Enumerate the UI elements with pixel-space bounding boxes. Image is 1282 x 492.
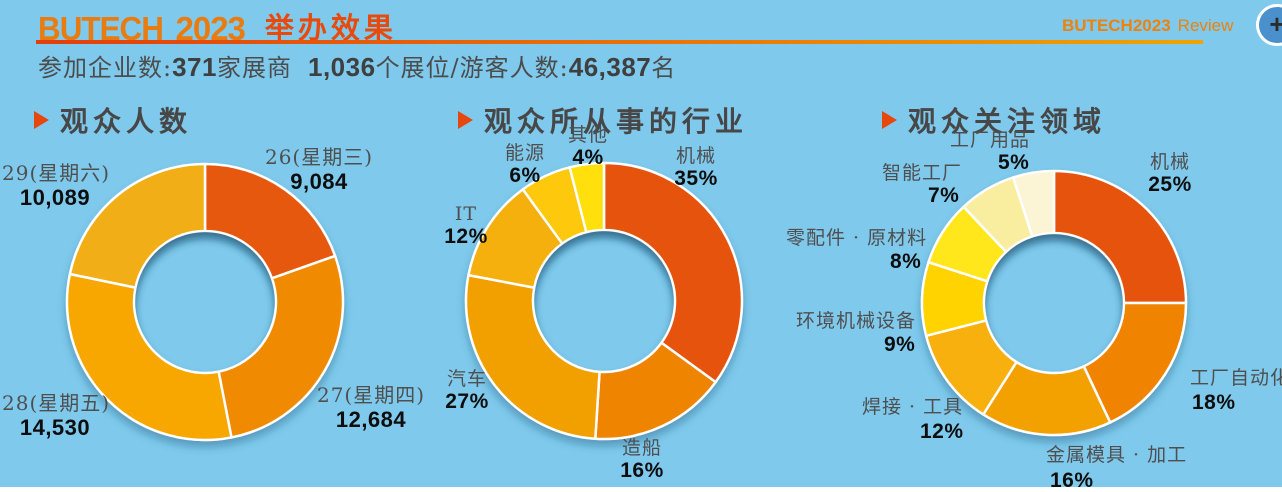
slice-label: 造船 bbox=[621, 437, 662, 459]
review-year: 2023 bbox=[1132, 16, 1171, 35]
label-block-wed26: 26(星期三) 9,084 bbox=[254, 146, 384, 195]
slice-label: 机械 bbox=[675, 145, 716, 167]
slice-label-smart-factory: 智能工厂 bbox=[882, 162, 963, 184]
section-title-text: 观众人数 bbox=[60, 105, 193, 138]
header-rule bbox=[36, 40, 1203, 44]
slice-percent: 4% bbox=[572, 146, 604, 170]
slice-percent-factory-supplies: 5% bbox=[998, 151, 1030, 174]
label-block-machinery: 机械 35% bbox=[652, 145, 740, 191]
slice-percent-factory-automation: 18% bbox=[1192, 391, 1236, 414]
slice-percent-metal-mold: 16% bbox=[1050, 469, 1094, 492]
review-label: Review bbox=[1177, 16, 1234, 35]
slice-percent-welding-tools: 12% bbox=[920, 420, 964, 443]
section-title-text: 观众所从事的行业 bbox=[484, 105, 749, 138]
triangle-marker-icon bbox=[34, 111, 49, 129]
slice-percent-smart-factory: 7% bbox=[928, 184, 960, 207]
label-block-other: 其他 4% bbox=[554, 124, 622, 170]
slice-label-factory-supplies: 工厂用品 bbox=[950, 129, 1031, 151]
slice-label: 26(星期三) bbox=[264, 145, 374, 169]
stats-visitor-unit: 名 bbox=[651, 54, 677, 82]
stats-label-exhibitors: 参加企业数: bbox=[38, 54, 173, 82]
slice-label: IT bbox=[454, 203, 478, 225]
section-title-visitor-industries: 观众所从事的行业 bbox=[458, 100, 748, 140]
label-block-thu27: 27(星期四) 12,684 bbox=[316, 384, 426, 433]
label-block-i-machinery: 机械 25% bbox=[1126, 151, 1214, 197]
slice-label-env-machinery: 环境机械设备 bbox=[796, 310, 917, 332]
slice-label-factory-automation: 工厂自动化 bbox=[1190, 367, 1282, 389]
triangle-marker-icon bbox=[458, 111, 473, 129]
donut-chart-visitor-industries bbox=[464, 161, 744, 441]
slice-label: 29(星期六) bbox=[2, 161, 111, 185]
slice-percent: 16% bbox=[620, 459, 664, 483]
slice-percent: 35% bbox=[674, 167, 718, 191]
label-block-fri28: 28(星期五) 14,530 bbox=[2, 391, 111, 441]
donut-chart-visitor-numbers bbox=[65, 162, 345, 442]
slice-label-welding-tools: 焊接 · 工具 bbox=[862, 396, 964, 418]
label-block-energy: 能源 6% bbox=[490, 142, 560, 188]
slice-label-metal-mold: 金属模具 · 加工 bbox=[1046, 444, 1188, 466]
section-title-visitor-interests: 观众关注领域 bbox=[882, 100, 1106, 140]
slice-percent: 12% bbox=[444, 225, 488, 249]
slice-label-parts-materials: 零配件 · 原材料 bbox=[786, 227, 928, 249]
review-brand: BUTECH bbox=[1062, 16, 1133, 35]
slice-value: 10,089 bbox=[19, 185, 91, 211]
stats-booth-count: 1,036 bbox=[307, 52, 376, 82]
header-logo: BUTECH 2023 举办效果 bbox=[38, 5, 397, 48]
stats-line: 参加企业数:371家展商 1,036个展位/游客人数:46,387名 bbox=[38, 48, 676, 83]
slice-percent: 27% bbox=[445, 390, 489, 414]
triangle-marker-icon bbox=[882, 111, 897, 129]
label-block-automotive: 汽车 27% bbox=[430, 368, 504, 414]
slice-label: 机械 bbox=[1149, 151, 1190, 173]
plus-icon: + bbox=[1269, 9, 1282, 39]
zoom-plus-button[interactable]: + bbox=[1256, 4, 1282, 46]
section-title-text: 观众关注领域 bbox=[908, 105, 1107, 138]
slice-label: 能源 bbox=[504, 142, 545, 164]
slice-value: 9,084 bbox=[290, 169, 348, 195]
page-title: 举办效果 bbox=[264, 11, 397, 45]
slice-value: 14,530 bbox=[19, 415, 91, 441]
slice-percent: 6% bbox=[509, 164, 541, 188]
slice-value: 12,684 bbox=[335, 407, 407, 433]
label-block-shipbuilding: 造船 16% bbox=[606, 437, 678, 483]
slice-percent: 25% bbox=[1148, 173, 1192, 197]
stats-exhibitor-count: 371 bbox=[172, 52, 217, 82]
slice-percent-parts-materials: 8% bbox=[890, 250, 922, 273]
slice-label: 其他 bbox=[567, 124, 608, 146]
slice-label: 28(星期五) bbox=[2, 391, 111, 415]
slice-label: 汽车 bbox=[446, 368, 487, 390]
stats-booth-visitor-label: 个展位/游客人数: bbox=[375, 54, 569, 82]
donut-chart-visitor-interests bbox=[920, 169, 1188, 437]
slice-label: 27(星期四) bbox=[316, 383, 426, 407]
label-block-sat29: 29(星期六) 10,089 bbox=[2, 161, 111, 211]
stats-visitor-count: 46,387 bbox=[568, 52, 652, 82]
slice-percent-env-machinery: 9% bbox=[884, 333, 916, 356]
label-block-it: IT 12% bbox=[432, 203, 500, 249]
review-caption: BUTECH2023 Review bbox=[1062, 16, 1233, 36]
section-title-visitor-numbers: 观众人数 bbox=[34, 100, 192, 140]
stats-exhibitor-unit: 家展商 bbox=[216, 54, 292, 82]
bottom-border-strip bbox=[0, 487, 1282, 492]
